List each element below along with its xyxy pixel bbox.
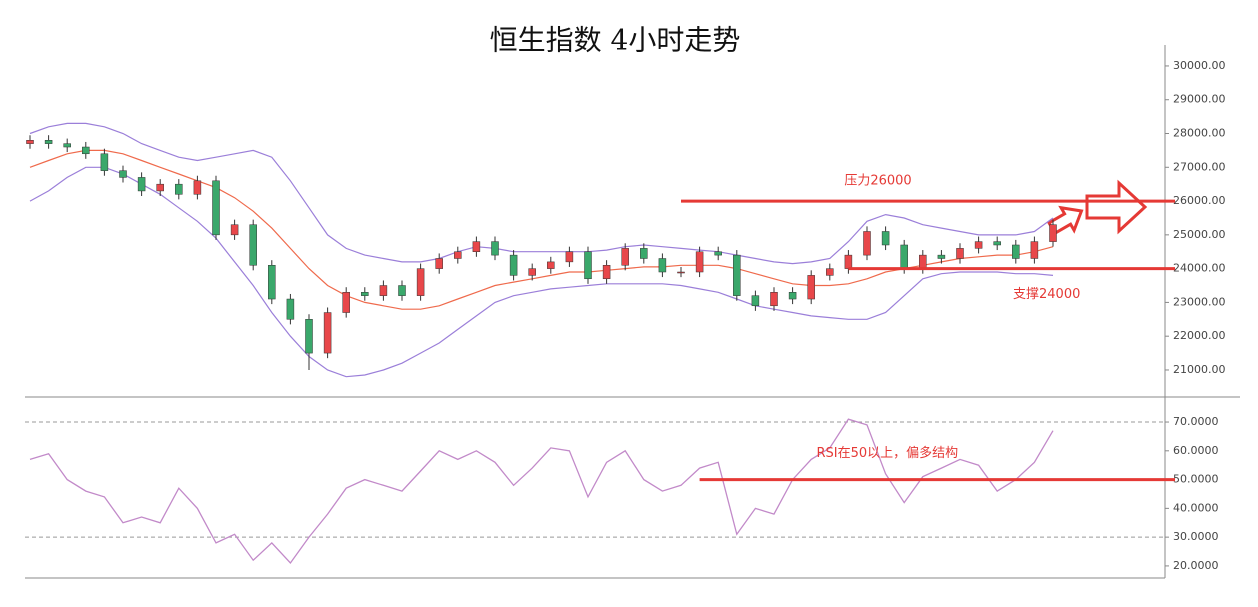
candle-body (63, 143, 71, 148)
candle-body (305, 319, 313, 354)
candle-body (863, 231, 871, 256)
candle-body (119, 170, 127, 178)
y-tick-label: 30000.00 (1173, 59, 1226, 72)
candle-body (695, 251, 704, 273)
candle-body (528, 268, 536, 276)
y-tick-label: 27000.00 (1173, 160, 1226, 173)
y-tick-label: 70.0000 (1173, 415, 1219, 428)
annotation-label: 支撑24000 (1013, 287, 1080, 302)
y-tick-label: 26000.00 (1173, 194, 1226, 207)
y-tick-label: 21000.00 (1173, 363, 1226, 376)
candle-body (770, 292, 778, 307)
candle-body (900, 244, 908, 269)
candle-body (733, 254, 741, 296)
candle-body (82, 146, 90, 155)
candle-body (621, 248, 629, 266)
candle-body (212, 180, 220, 236)
y-tick-label: 20.0000 (1173, 559, 1219, 572)
y-tick-label: 30.0000 (1173, 530, 1219, 543)
candle-body (342, 292, 350, 313)
candle-body (1030, 241, 1039, 259)
y-tick-label: 29000.00 (1173, 93, 1226, 106)
candle-body (993, 241, 1001, 246)
y-tick-label: 60.0000 (1173, 444, 1219, 457)
candle-body (156, 183, 164, 192)
candle-body (826, 268, 834, 276)
candle-body (1049, 224, 1057, 242)
candle-body (230, 224, 239, 236)
candle-body (137, 177, 146, 192)
rsi-line (29, 418, 1054, 565)
candle-body (26, 140, 34, 144)
candle-body (881, 231, 890, 246)
y-tick-label: 22000.00 (1173, 329, 1226, 342)
candle-body (565, 251, 574, 263)
candle-body (956, 248, 964, 259)
candle-body (249, 224, 257, 266)
chart-title: 恒生指数 4小时走势 (490, 24, 741, 57)
candle-body (361, 292, 369, 296)
candle-body (193, 180, 202, 195)
candle-body (547, 261, 555, 269)
candle-body (602, 265, 611, 280)
candle-body (677, 271, 685, 274)
band-line (29, 166, 1054, 378)
candle-body (751, 295, 760, 307)
annotation-label: RSI在50以上，偏多结构 (816, 445, 958, 461)
candle-body (1012, 244, 1020, 259)
candle-body (44, 140, 53, 144)
y-tick-label: 50.0000 (1173, 473, 1219, 486)
y-tick-label: 25000.00 (1173, 228, 1226, 241)
candle-body (937, 254, 946, 259)
candle-body (658, 258, 667, 273)
y-tick-label: 24000.00 (1173, 262, 1226, 275)
annotation-label: 压力26000 (844, 174, 911, 189)
candle-body (919, 254, 927, 269)
y-tick-label: 28000.00 (1173, 127, 1226, 140)
candle-body (714, 251, 722, 256)
candle-body (175, 183, 183, 195)
band-line (29, 122, 1054, 265)
candle-body (788, 292, 797, 300)
candle-body (807, 275, 815, 300)
arrows (1046, 179, 1148, 236)
candle-body (435, 258, 443, 269)
candle-body (268, 265, 276, 300)
y-tick-label: 40.0000 (1173, 501, 1219, 514)
y-tick-label: 23000.00 (1173, 295, 1226, 308)
candle-body (286, 298, 295, 320)
candle-body (640, 248, 648, 259)
candle-body (509, 254, 518, 276)
candle-body (974, 241, 983, 249)
candle-body (844, 254, 853, 269)
candle-body (379, 285, 388, 296)
candle-body (416, 268, 425, 296)
candle-body (454, 251, 462, 259)
big-arrow (1085, 179, 1148, 235)
candle-body (491, 241, 499, 256)
candle-body (323, 312, 332, 354)
candle-body (472, 241, 481, 252)
candle-body (398, 285, 406, 296)
candle-body (100, 153, 109, 171)
small-arrow (1046, 205, 1084, 236)
candle-body (584, 251, 592, 280)
